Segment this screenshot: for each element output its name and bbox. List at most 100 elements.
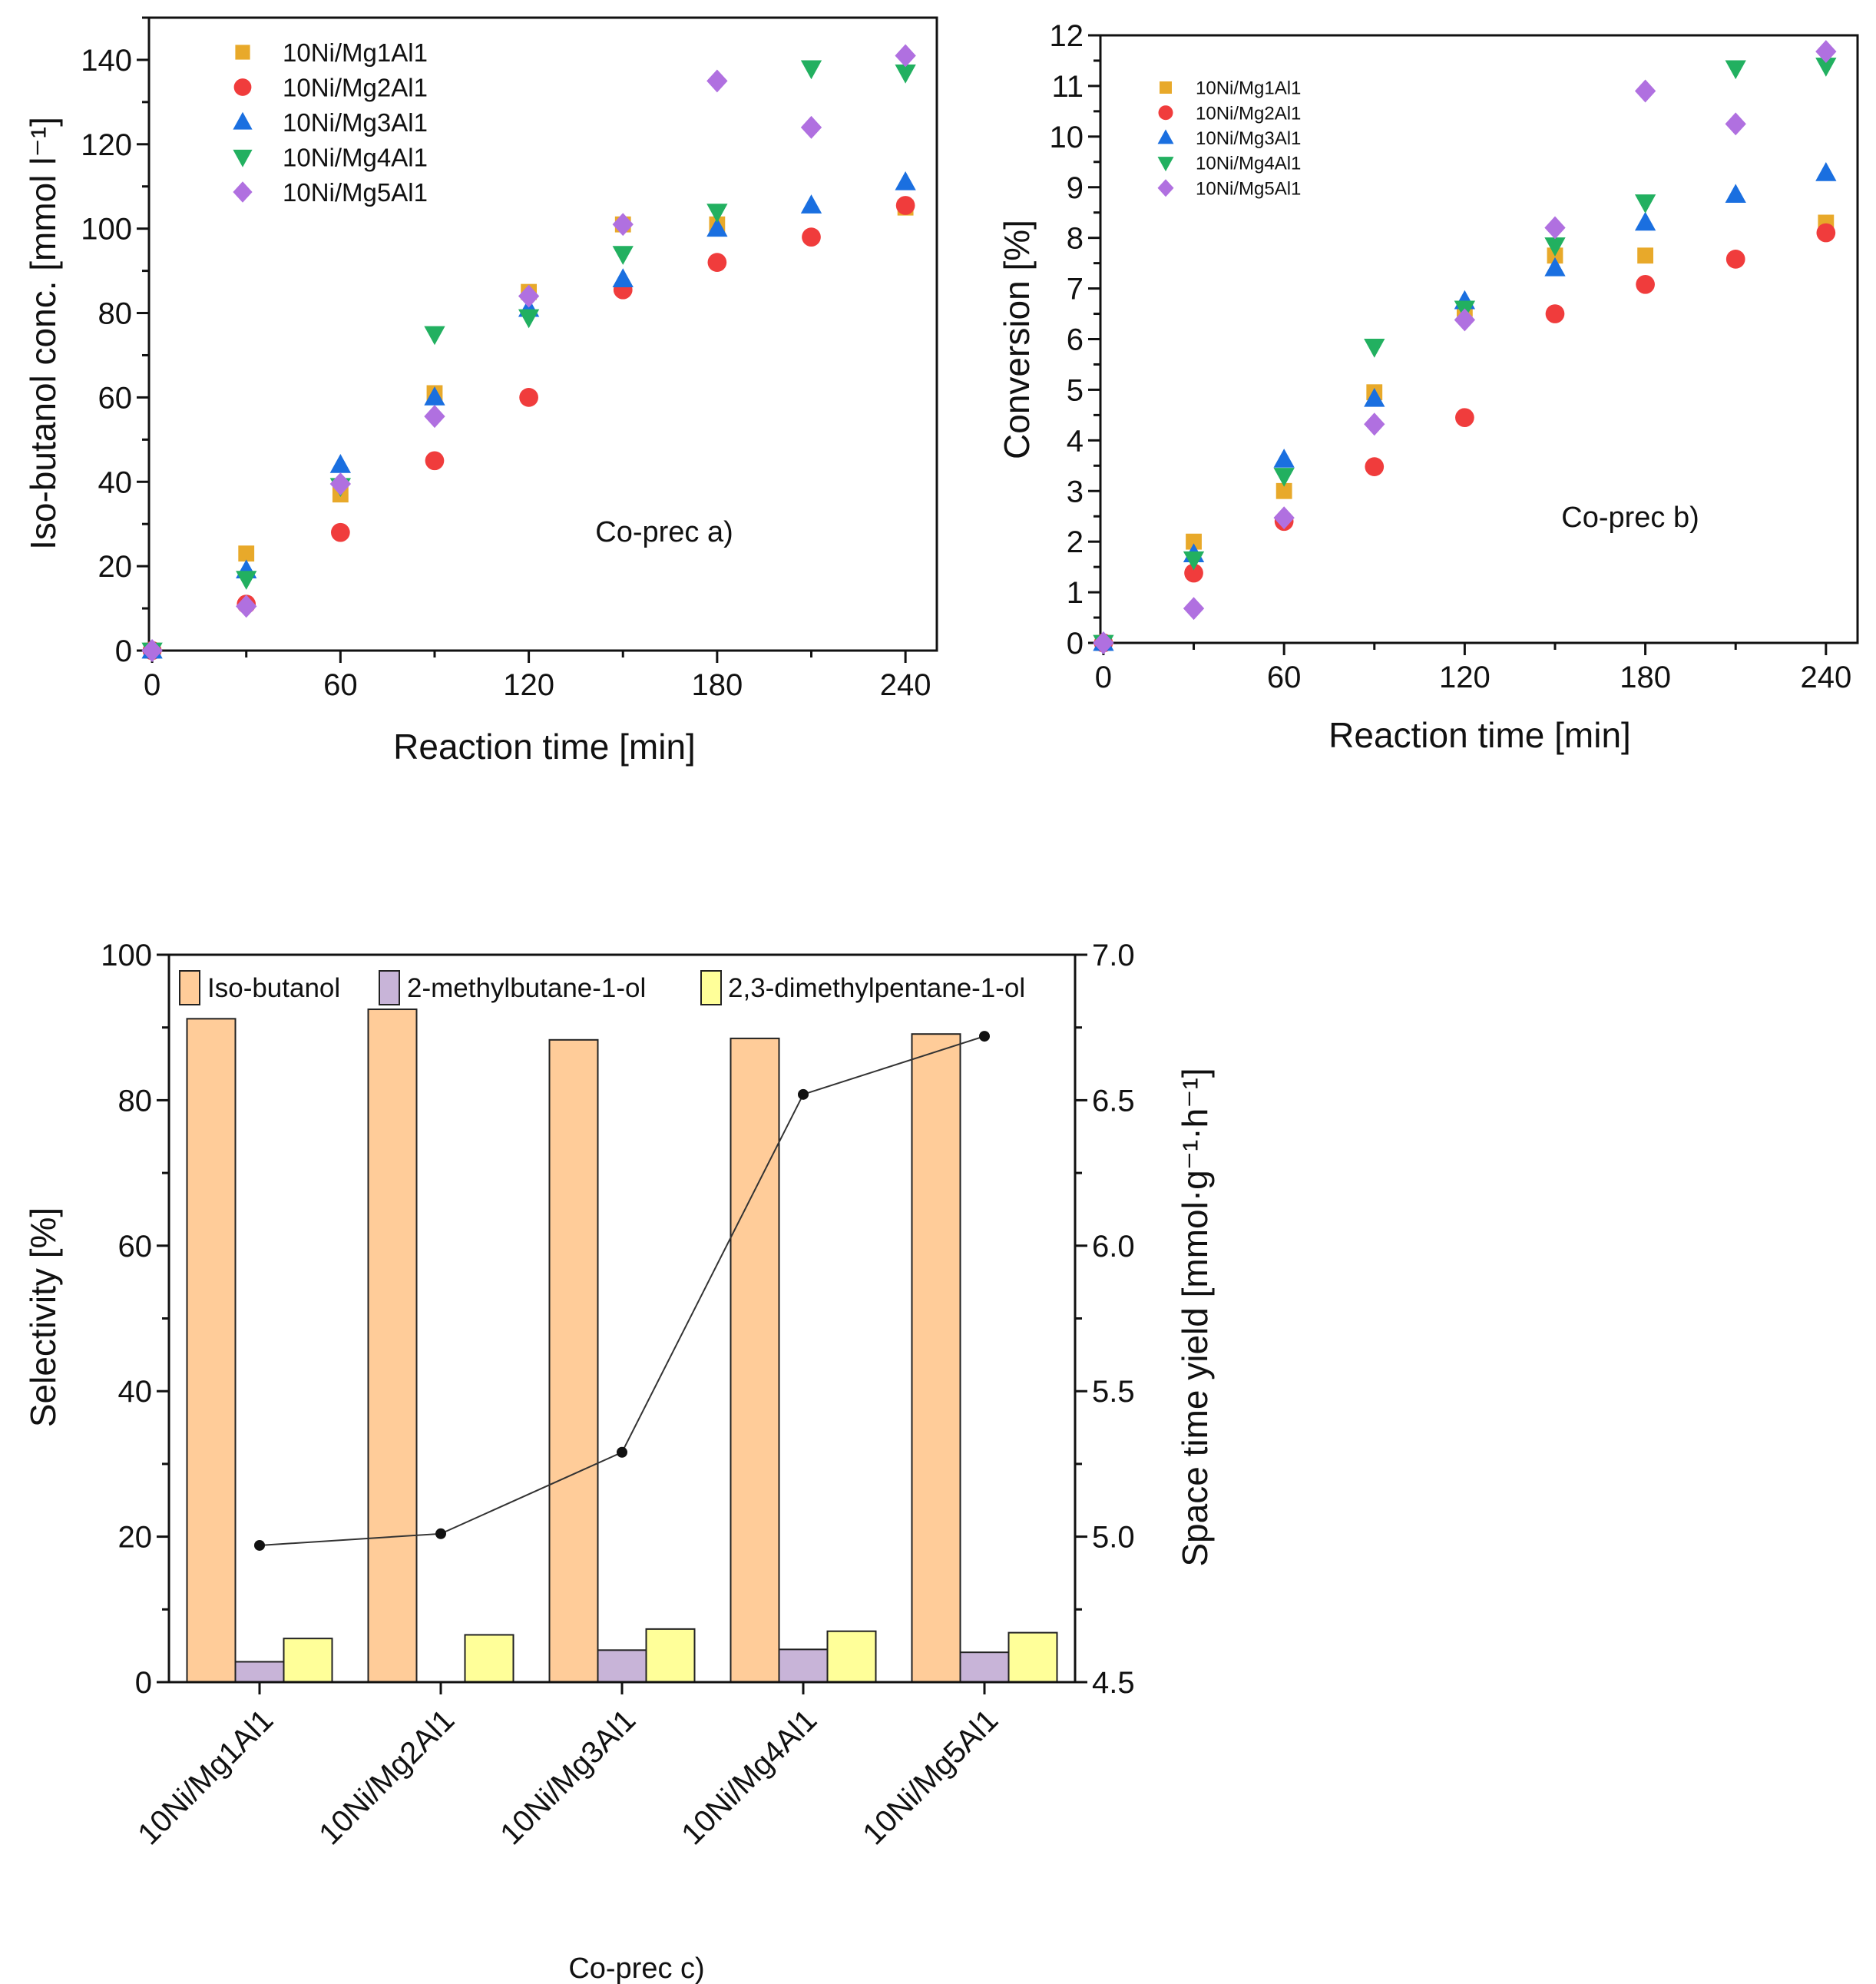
bar-2,3-dimethylpentane-1-ol: [283, 1638, 333, 1683]
data-point: [330, 522, 350, 542]
data-point: [1725, 250, 1745, 269]
data-point: [518, 309, 540, 329]
bar-2,3-dimethylpentane-1-ol: [464, 1634, 514, 1684]
data-point: [895, 171, 916, 190]
data-point: [706, 217, 728, 237]
legend-marker: [1158, 105, 1173, 121]
x-tick-label: 240: [1800, 661, 1851, 694]
bar-Iso-butanol: [367, 1009, 418, 1683]
series-10Ni-Mg2Al1: [1094, 223, 1836, 653]
data-point: [1634, 79, 1656, 103]
data-point: [425, 451, 445, 471]
data-point: [329, 453, 351, 473]
data-point: [518, 284, 540, 308]
x-axis-title: Reaction time [min]: [393, 727, 696, 767]
data-point: [1545, 304, 1565, 323]
data-point: [1183, 551, 1205, 571]
space-time-yield-point: [254, 1539, 265, 1551]
y-tick-label: 12: [1050, 19, 1084, 53]
data-point: [141, 639, 163, 662]
bar-2,3-dimethylpentane-1-ol: [1007, 1631, 1058, 1684]
space-time-yield-point: [798, 1088, 809, 1100]
y-axis-title: Selectivity [%]: [23, 1207, 63, 1427]
y-tick-label: 2: [1067, 525, 1084, 559]
data-point: [1637, 247, 1654, 264]
space-time-yield-point: [979, 1031, 990, 1042]
x-tick-label: 60: [1267, 661, 1302, 694]
data-point: [706, 69, 728, 93]
legend-swatch: [700, 970, 722, 1005]
legend-label: 10Ni/Mg4Al1: [283, 143, 428, 171]
y-right-tick-label: 6.0: [1092, 1230, 1135, 1264]
data-point: [1455, 408, 1474, 428]
y-tick-label: 100: [81, 213, 132, 247]
bar-2-methylbutane-1-ol: [778, 1648, 829, 1684]
bar-2,3-dimethylpentane-1-ol: [645, 1628, 696, 1683]
legend-label: Iso-butanol: [207, 973, 340, 1003]
legend-label: 10Ni/Mg5Al1: [283, 178, 428, 207]
data-point: [1273, 468, 1295, 487]
data-point: [1815, 40, 1837, 64]
series-10Ni-Mg3Al1: [141, 171, 916, 659]
y-tick-label: 120: [81, 128, 132, 162]
y-axis-title: Iso-butanol conc. [mmol l⁻¹]: [23, 117, 63, 550]
data-point: [1725, 184, 1746, 204]
data-point: [895, 196, 915, 215]
chart-c: 10Ni/Mg1Al1 10Ni/Mg2Al1 10Ni/Mg3Al1 10Ni/Mg…: [23, 939, 1215, 1984]
chart-a: 0 60 120 180 240 0 20 40 60 80 100 120 140 Reaction t…: [23, 16, 938, 767]
y-tick-label: 0: [135, 1666, 152, 1700]
x-tick-label: 0: [144, 668, 160, 702]
data-point: [800, 60, 822, 80]
data-point: [519, 388, 538, 407]
legend-marker: [233, 111, 253, 130]
panel-annotation: Co-prec b): [1561, 502, 1699, 534]
legend-marker: [1157, 157, 1174, 172]
data-point: [1816, 223, 1836, 243]
y-tick-label: 10: [1050, 121, 1084, 154]
data-point: [424, 386, 445, 406]
y-right-tick-label: 6.5: [1092, 1084, 1135, 1118]
legend-marker: [235, 45, 250, 60]
legend-label: 10Ni/Mg3Al1: [283, 108, 428, 137]
legend-swatch: [179, 970, 200, 1005]
y-tick-label: 40: [98, 465, 133, 499]
data-point: [236, 571, 257, 590]
x-axis-title: Reaction time [min]: [1328, 715, 1631, 755]
category-label: 10Ni/Mg4Al1: [675, 1703, 823, 1851]
y-tick-label: 6: [1067, 323, 1084, 357]
plot-frame: [1099, 34, 1859, 644]
legend-marker: [233, 78, 252, 96]
x-tick-label: 120: [503, 668, 554, 702]
data-point: [1544, 257, 1566, 277]
x-tick-label: 120: [1439, 661, 1491, 694]
x-tick-label: 180: [691, 668, 743, 702]
bar-2-methylbutane-1-ol: [959, 1651, 1010, 1684]
legend-label: 10Ni/Mg2Al1: [283, 73, 428, 101]
y-right-tick-label: 5.0: [1092, 1521, 1135, 1555]
bar-Iso-butanol: [730, 1037, 780, 1683]
data-point: [1273, 449, 1295, 468]
y-tick-label: 100: [101, 939, 152, 972]
bar-2-methylbutane-1-ol: [234, 1661, 285, 1683]
legend-label: 2-methylbutane-1-ol: [407, 973, 646, 1003]
bar-2-methylbutane-1-ol: [597, 1649, 647, 1684]
y-tick-label: 60: [98, 381, 133, 415]
data-point: [1365, 457, 1385, 476]
y-tick-label: 1: [1067, 576, 1084, 610]
y-right-tick-label: 7.0: [1092, 939, 1135, 972]
legend-label: 10Ni/Mg5Al1: [1196, 178, 1301, 199]
data-point: [1815, 58, 1837, 77]
category-label: 10Ni/Mg2Al1: [313, 1703, 461, 1851]
y-tick-label: 0: [115, 634, 132, 668]
data-point: [1815, 161, 1837, 181]
legend-marker: [1157, 179, 1174, 197]
data-point: [800, 115, 822, 139]
y-right-tick-label: 4.5: [1092, 1666, 1135, 1700]
data-point: [329, 472, 351, 495]
legend-label: 10Ni/Mg2Al1: [1196, 103, 1301, 124]
y-right-axis-title: Space time yield [mmol·g⁻¹·h⁻¹]: [1175, 1068, 1215, 1566]
data-point: [1275, 482, 1292, 499]
series-10Ni-Mg2Al1: [142, 196, 915, 661]
category-label: 10Ni/Mg5Al1: [856, 1703, 1004, 1851]
